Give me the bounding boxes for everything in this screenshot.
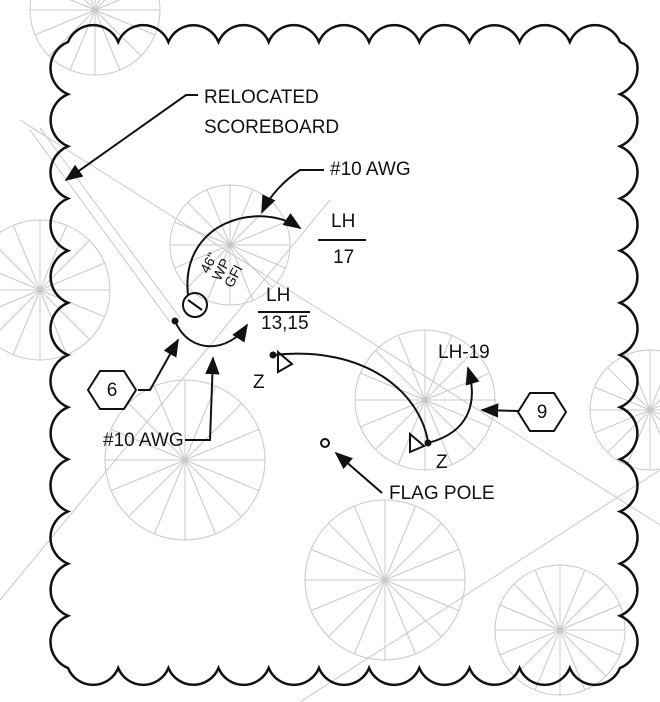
drawing: RELOCATED SCOREBOARD #10 AWG LH 17 LH 13… [0, 0, 660, 702]
tag-number: 9 [537, 402, 548, 423]
device-symbol [278, 352, 292, 372]
tree-spoke [608, 410, 650, 452]
tree-spoke [40, 290, 89, 339]
circuit-arc [273, 354, 428, 442]
tree-spoke [385, 523, 442, 580]
tree-spoke [49, 0, 95, 10]
junction [270, 352, 277, 359]
tree-spoke [328, 523, 385, 580]
device-label: Z [436, 452, 448, 473]
leader [66, 95, 198, 180]
tree-spoke [376, 400, 425, 449]
homerun-arc [175, 321, 247, 346]
site-line [300, 470, 660, 702]
revision-cloud [50, 25, 637, 685]
tag-number: 6 [107, 380, 118, 401]
device-symbol [410, 434, 424, 452]
tree-spoke [608, 368, 650, 410]
note: FLAG POLE [389, 483, 495, 504]
leader [482, 410, 518, 411]
tree-spoke [328, 580, 385, 637]
tree-spoke [128, 460, 185, 517]
circuit-label: 13,15 [261, 313, 309, 334]
leader [138, 340, 178, 390]
panel-label: LH [266, 285, 290, 306]
homerun-arc [428, 368, 472, 443]
homerun-label: LH-19 [438, 342, 490, 363]
leader [262, 170, 324, 212]
flag-pole [321, 439, 329, 447]
site-line [20, 120, 660, 525]
tree-spoke [560, 630, 606, 676]
tree-spoke [385, 580, 442, 637]
receptacle-label: 46" WP GFI [196, 249, 246, 290]
tree-spoke [95, 0, 141, 10]
tree-spoke [376, 351, 425, 400]
tree-spoke [185, 403, 242, 460]
tree-spoke [560, 584, 606, 630]
circuit-label: 17 [333, 247, 354, 268]
background-plan [0, 0, 660, 702]
tree-spoke [49, 10, 95, 56]
tree-spoke [185, 460, 242, 517]
note: SCOREBOARD [204, 117, 339, 138]
tree-spoke [514, 584, 560, 630]
note: RELOCATED [204, 87, 319, 108]
tree-spoke [230, 203, 272, 245]
note: #10 AWG [103, 430, 184, 451]
device-label: Z [253, 372, 265, 393]
tree-spoke [0, 290, 40, 339]
leader [336, 453, 382, 493]
panel-label: LH [331, 211, 355, 232]
receptacle-mark [188, 300, 202, 310]
tree-spoke [95, 10, 141, 56]
note: #10 AWG [330, 159, 411, 180]
tree-spoke [0, 241, 40, 290]
